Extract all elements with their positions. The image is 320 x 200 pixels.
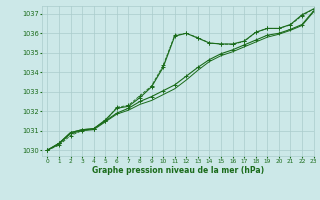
X-axis label: Graphe pression niveau de la mer (hPa): Graphe pression niveau de la mer (hPa) [92,166,264,175]
